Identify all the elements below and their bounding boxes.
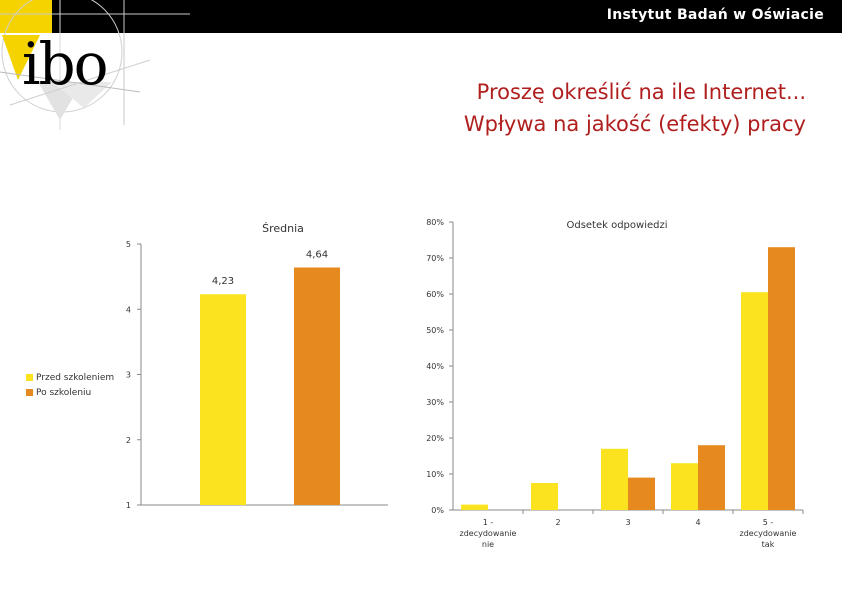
title-line-2: Wpływa na jakość (efekty) pracy xyxy=(463,112,806,136)
legend-label-after: Po szkoleniu xyxy=(36,387,92,398)
header-accent xyxy=(0,0,52,33)
distribution-x-tick-label: 5 - xyxy=(763,518,774,527)
distribution-x-tick-label: 3 xyxy=(625,518,630,527)
distribution-bar xyxy=(601,448,628,510)
distribution-y-tick-label: 20% xyxy=(426,434,444,443)
distribution-bar xyxy=(698,445,725,510)
mean-chart-title: Średnia xyxy=(262,222,304,235)
legend-swatch-after xyxy=(26,389,33,396)
title-line-1: Proszę określić na ile Internet... xyxy=(476,80,806,104)
distribution-bar xyxy=(768,247,795,510)
distribution-x-tick-label: tak xyxy=(762,540,775,549)
legend: Przed szkoleniem Po szkoleniu xyxy=(26,370,114,400)
mean-bar xyxy=(294,267,340,505)
distribution-x-tick-label: 1 - xyxy=(483,518,494,527)
distribution-y-tick-label: 80% xyxy=(426,218,444,227)
distribution-x-tick-label: zdecydowanie xyxy=(740,529,797,538)
distribution-x-tick-label: nie xyxy=(482,540,494,549)
institute-name: Instytut Badań w Oświacie xyxy=(606,7,824,23)
mean-y-tick-label: 4 xyxy=(126,305,131,314)
distribution-y-tick-label: 10% xyxy=(426,470,444,479)
distribution-chart-title: Odsetek odpowiedzi xyxy=(566,220,667,231)
mean-data-label: 4,64 xyxy=(306,249,328,260)
mean-data-label: 4,23 xyxy=(212,276,234,287)
distribution-bar xyxy=(628,477,655,510)
ibo-logo: ibo xyxy=(0,0,200,140)
logo-text: ibo xyxy=(22,30,109,98)
mean-y-tick-label: 5 xyxy=(126,240,131,249)
slide-title: Proszę określić na ile Internet... Wpływ… xyxy=(464,76,806,140)
logo-graphic xyxy=(0,0,190,130)
distribution-y-tick-label: 30% xyxy=(426,398,444,407)
mean-y-tick-label: 1 xyxy=(126,501,131,510)
legend-item-after: Po szkoleniu xyxy=(26,385,114,400)
distribution-x-tick-label: zdecydowanie xyxy=(460,529,517,538)
mean-bar xyxy=(200,294,246,505)
mean-y-tick-label: 2 xyxy=(126,436,131,445)
distribution-y-tick-label: 50% xyxy=(426,326,444,335)
distribution-y-tick-label: 40% xyxy=(426,362,444,371)
distribution-y-tick-label: 60% xyxy=(426,290,444,299)
distribution-x-tick-label: 2 xyxy=(555,518,560,527)
legend-swatch-before xyxy=(26,374,33,381)
mean-y-tick-label: 3 xyxy=(126,371,131,380)
distribution-bar xyxy=(741,292,768,510)
distribution-bar xyxy=(531,483,558,510)
distribution-bar xyxy=(461,504,488,510)
header-bar xyxy=(0,0,842,33)
legend-label-before: Przed szkoleniem xyxy=(36,372,115,383)
distribution-y-tick-label: 70% xyxy=(426,254,444,263)
distribution-x-tick-label: 4 xyxy=(695,518,700,527)
legend-item-before: Przed szkoleniem xyxy=(26,370,114,385)
distribution-bar xyxy=(671,463,698,510)
distribution-y-tick-label: 0% xyxy=(431,506,444,515)
